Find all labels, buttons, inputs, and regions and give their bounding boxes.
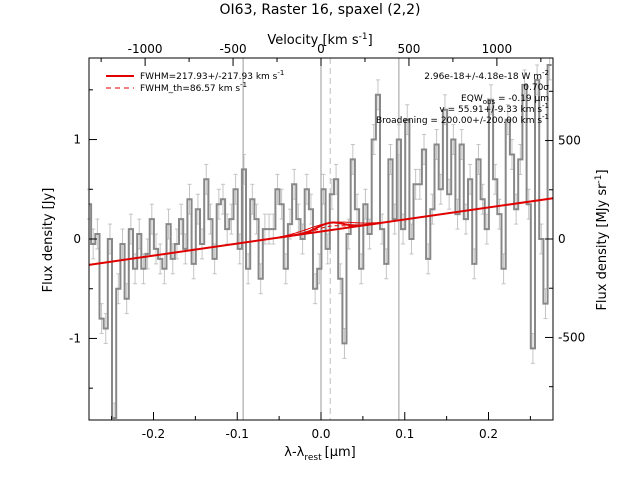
annotation-velocity: v = 55.91+/-9.33 km s-1: [439, 102, 549, 115]
annotation-flux: 2.96e-18+/-4.18e-18 W m-2: [424, 69, 549, 82]
legend-entry-fwhm-th: FWHM_th=86.57 km s-1: [140, 81, 247, 94]
top-tick-label: 0: [317, 42, 325, 56]
chart-title: OI63, Raster 16, spaxel (2,2): [220, 2, 421, 18]
x-tick-label: -0.1: [226, 427, 249, 441]
x-tick-label: 0.1: [395, 427, 414, 441]
continuum-fit-line: [88, 197, 554, 266]
x-tick-label: 0.0: [311, 427, 330, 441]
x-tick-label: 0.2: [479, 427, 498, 441]
top-tick-label: -500: [219, 42, 246, 56]
x-tick-label: -0.2: [142, 427, 165, 441]
y-tick-label: 0: [73, 232, 81, 246]
y-axis-label-right: Flux density [MJy sr-1]: [594, 169, 610, 310]
y-axis-label: Flux density [Jy]: [41, 188, 56, 293]
top-axis-label: Velocity [km s-1]: [267, 32, 372, 48]
y-tick-label: 1: [73, 133, 81, 147]
annotation-eqw: EQWobs = -0.19 μm: [461, 94, 549, 106]
fit-lines: [88, 197, 554, 266]
annotation-sigma: 0.70σ: [523, 83, 549, 93]
gaussian-fit-curve: [279, 221, 381, 239]
y-tick-label: -1: [69, 331, 81, 345]
top-tick-label: -1000: [128, 42, 163, 56]
top-tick-label: 1000: [482, 42, 513, 56]
annotation-broadening: Broadening = 200.00+/-200.00 km s-1: [376, 113, 549, 126]
spectrum-line: [89, 64, 552, 419]
right-tick-label: 0: [558, 232, 566, 246]
axis-ticks: -0.2 -0.1 0.0 0.1 0.2 -1 0 1 -500 0 500 -1000 -500 0 5…: [69, 42, 585, 441]
legend-entry-fwhm: FWHM=217.93+/-217.93 km s-1: [140, 69, 284, 82]
right-tick-label: 500: [558, 134, 581, 148]
top-tick-label: 500: [397, 42, 420, 56]
x-axis-label: λ-λrest [μm]: [284, 445, 355, 463]
right-tick-label: -500: [558, 330, 585, 344]
